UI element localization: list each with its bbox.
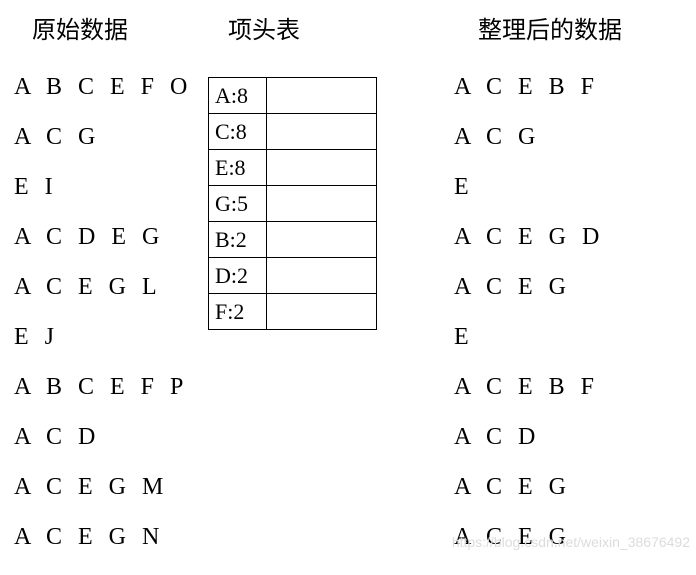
- list-item: A C E G: [454, 275, 674, 299]
- sorted-data-list: A C E B F A C G E A C E G D A C E G E A …: [454, 75, 674, 575]
- list-item: A C E G: [454, 475, 674, 499]
- layout-container: 原始数据 A B C E F O A C G E I A C D E G A C…: [0, 0, 696, 556]
- table-cell-empty: [267, 258, 377, 294]
- table-row: D:2: [209, 258, 377, 294]
- list-item: E: [454, 175, 674, 199]
- list-item: A C G: [14, 125, 224, 149]
- list-item: A C E G L: [14, 275, 224, 299]
- column-raw-data: 原始数据 A B C E F O A C G E I A C D E G A C…: [14, 10, 224, 546]
- column-header-table: 项头表 A:8 C:8 E:8 G:5: [224, 10, 454, 546]
- list-item: A C E B F: [454, 375, 674, 399]
- list-item: A B C E F O: [14, 75, 224, 99]
- table-row: G:5: [209, 186, 377, 222]
- raw-data-list: A B C E F O A C G E I A C D E G A C E G …: [14, 75, 224, 575]
- table-cell-empty: [267, 150, 377, 186]
- list-item: A C E G: [454, 525, 674, 549]
- list-item: A C E G D: [454, 225, 674, 249]
- table-cell-key: G:5: [209, 186, 267, 222]
- table-row: B:2: [209, 222, 377, 258]
- header-table: A:8 C:8 E:8 G:5 B:2: [208, 77, 377, 330]
- heading-header-table: 项头表: [228, 10, 300, 45]
- heading-raw: 原始数据: [32, 10, 224, 45]
- list-item: A C E B F: [454, 75, 674, 99]
- table-cell-key: E:8: [209, 150, 267, 186]
- list-item: A C D: [454, 425, 674, 449]
- list-item: A C D: [14, 425, 224, 449]
- table-cell-empty: [267, 186, 377, 222]
- list-item: A C E G M: [14, 475, 224, 499]
- table-cell-key: C:8: [209, 114, 267, 150]
- table-cell-empty: [267, 78, 377, 114]
- list-item: A C G: [454, 125, 674, 149]
- table-row: A:8: [209, 78, 377, 114]
- list-item: A C D E G: [14, 225, 224, 249]
- table-cell-key: D:2: [209, 258, 267, 294]
- list-item: A B C E F P: [14, 375, 224, 399]
- table-row: F:2: [209, 294, 377, 330]
- column-sorted-data: 整理后的数据 A C E B F A C G E A C E G D A C E…: [454, 10, 674, 546]
- heading-sorted: 整理后的数据: [478, 10, 674, 45]
- list-item: E I: [14, 175, 224, 199]
- table-cell-empty: [267, 222, 377, 258]
- table-cell-key: F:2: [209, 294, 267, 330]
- table-row: E:8: [209, 150, 377, 186]
- list-item: E J: [14, 325, 224, 349]
- table-cell-empty: [267, 294, 377, 330]
- list-item: A C E G N: [14, 525, 224, 549]
- table-cell-key: A:8: [209, 78, 267, 114]
- table-cell-empty: [267, 114, 377, 150]
- list-item: E: [454, 325, 674, 349]
- table-row: C:8: [209, 114, 377, 150]
- table-cell-key: B:2: [209, 222, 267, 258]
